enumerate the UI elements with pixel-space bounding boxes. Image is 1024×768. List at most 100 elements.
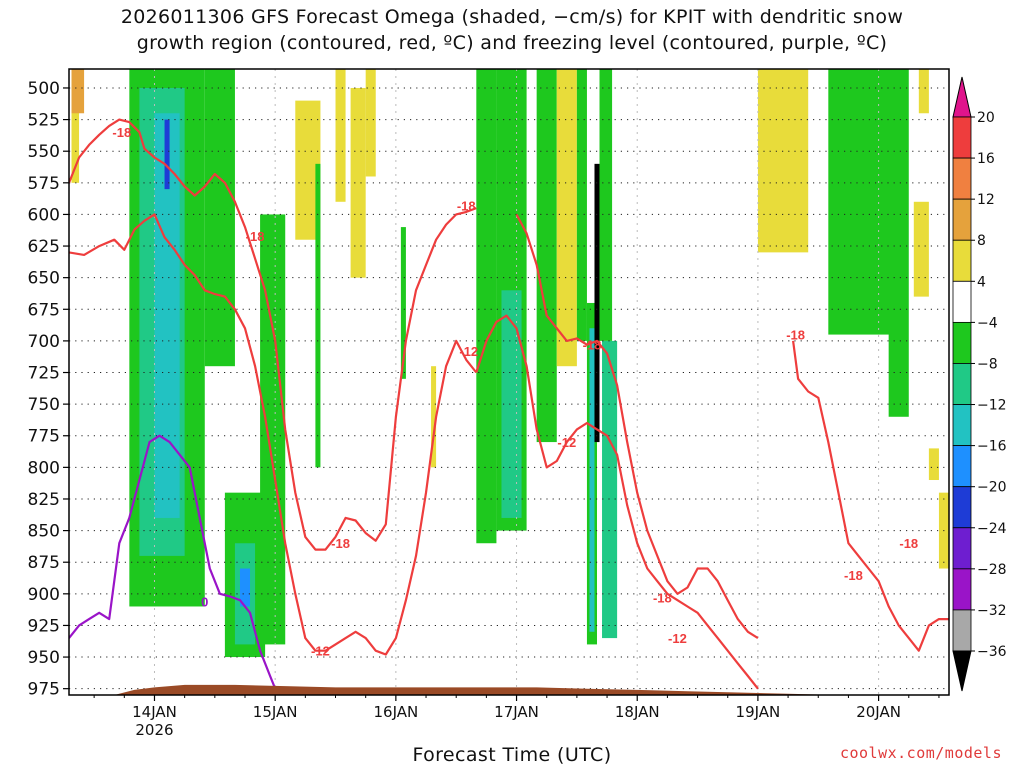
x-tick-label: 16JAN: [373, 703, 418, 721]
y-tick-label: 975: [28, 680, 60, 700]
y-tick-label: 900: [28, 585, 60, 605]
colorbar-label: −36: [977, 644, 1007, 660]
y-tick-label: 650: [28, 269, 60, 289]
y-tick-label: 725: [28, 364, 60, 384]
colorbar-segment: [952, 157, 972, 200]
omega-area: [928, 448, 939, 481]
y-tick-label: 500: [28, 79, 60, 99]
omega-area: [757, 69, 809, 253]
contour-label: -18: [331, 536, 350, 551]
colorbar-label: 8: [977, 233, 986, 249]
x-tick-label: 15JAN: [253, 703, 298, 721]
omega-area: [260, 214, 286, 645]
credit-link[interactable]: coolwx.com/models: [839, 744, 1002, 762]
contour-label: -12: [311, 644, 330, 659]
y-tick-label: 775: [28, 427, 60, 447]
colorbar-label: −32: [977, 603, 1007, 619]
y-tick-label: 850: [28, 522, 60, 542]
contour-label: -18: [112, 125, 131, 140]
colorbar-label: 12: [977, 192, 995, 208]
colorbar-segment: [952, 404, 972, 447]
y-tick-label: 625: [28, 237, 60, 257]
y-tick-label: 600: [28, 205, 60, 225]
omega-area: [594, 163, 600, 443]
x-tick-label: 17JAN: [494, 703, 539, 721]
colorbar-label: −4: [977, 315, 998, 331]
colorbar-segment: [952, 116, 972, 159]
contour-label: -18: [246, 229, 265, 244]
colorbar-segment: [952, 363, 972, 405]
omega-area: [431, 366, 437, 468]
y-tick-label: 750: [28, 395, 60, 415]
terrain-ground: [69, 684, 949, 695]
colorbar-label: 20: [977, 110, 995, 126]
contour-label: -12: [668, 631, 687, 646]
y-tick-label: 925: [28, 616, 60, 636]
contour-line: [69, 434, 277, 690]
contour-label: -12: [459, 344, 478, 359]
omega-area: [204, 69, 235, 367]
omega-area: [828, 69, 899, 335]
x-axis-label: Forecast Time (UTC): [412, 744, 612, 766]
colorbar-segment: [952, 198, 972, 241]
colorbar-segment: [952, 445, 972, 488]
contour-label: -18: [786, 328, 805, 343]
colorbar-segment: [952, 609, 972, 652]
colorbar-label: 16: [977, 151, 995, 167]
y-tick-label: 875: [28, 553, 60, 573]
axes: 500 525 550 575 600 625 650 675 700 725 750 775 800 8…: [28, 68, 950, 739]
contour-label: -18: [899, 536, 918, 551]
omega-area: [164, 119, 170, 190]
contour-label: 0: [201, 594, 208, 609]
contour-line: [515, 213, 759, 640]
contour-label: -18: [653, 591, 672, 606]
omega-area: [476, 69, 497, 544]
y-tick-label: 800: [28, 458, 60, 478]
omega-area: [71, 69, 80, 183]
y-tick-label: 675: [28, 300, 60, 320]
omega-area: [239, 568, 251, 607]
y-tick-label: 575: [28, 174, 60, 194]
chart-title-line-2: growth region (contoured, red, ºC) and f…: [136, 32, 888, 54]
colorbar-label: −12: [977, 398, 1007, 414]
omega-area: [888, 69, 909, 417]
omega-area: [501, 290, 522, 518]
colorbar-segment: [952, 280, 972, 323]
colorbar-label: 4: [977, 274, 986, 290]
contour-line: [69, 213, 478, 656]
plot-inner: -18 -18 -18 -12 -18 -12 -12 -18 -18 -12 -18 -18 -18 0: [69, 69, 949, 695]
colorbar: 20 16 12 8 4 −4 −8 −12 −16 −20 −24 −28 −32 −36: [952, 76, 1007, 692]
contour-label: -18: [457, 199, 476, 214]
omega-area: [365, 69, 376, 177]
contour-line: [475, 314, 759, 690]
x-tick-label: 18JAN: [615, 703, 660, 721]
y-tick-label: 825: [28, 490, 60, 510]
colorbar-segment: [952, 321, 972, 364]
x-tick-label: 19JAN: [736, 703, 781, 721]
omega-area: [602, 340, 618, 639]
omega-area: [599, 69, 613, 341]
colorbar-segment: [952, 239, 972, 282]
colorbar-segment: [952, 486, 972, 529]
x-tick-label: 14JAN: [132, 703, 177, 721]
omega-area: [71, 69, 85, 114]
contour-label: -18: [844, 568, 863, 583]
omega-area: [576, 69, 587, 341]
colorbar-segment: [952, 527, 972, 570]
contour-label: -18: [583, 338, 602, 353]
colorbar-label: −8: [977, 356, 998, 372]
contour-line: [69, 118, 477, 551]
omega-area: [400, 227, 406, 379]
omega-area: [556, 69, 577, 367]
plot-frame: [68, 68, 950, 696]
colorbar-label: −16: [977, 439, 1007, 455]
x-tick-sublabel: 2026: [135, 721, 173, 739]
colorbar-label: −24: [977, 521, 1007, 537]
omega-area: [589, 328, 595, 632]
colorbar-bottom-triangle: [952, 650, 972, 692]
y-tick-label: 950: [28, 648, 60, 668]
colorbar-segment: [952, 568, 972, 611]
plot-area: -18 -18 -18 -12 -18 -12 -12 -18 -18 -12 -18 -18 -18 0: [69, 69, 949, 695]
colorbar-label: −20: [977, 480, 1007, 496]
